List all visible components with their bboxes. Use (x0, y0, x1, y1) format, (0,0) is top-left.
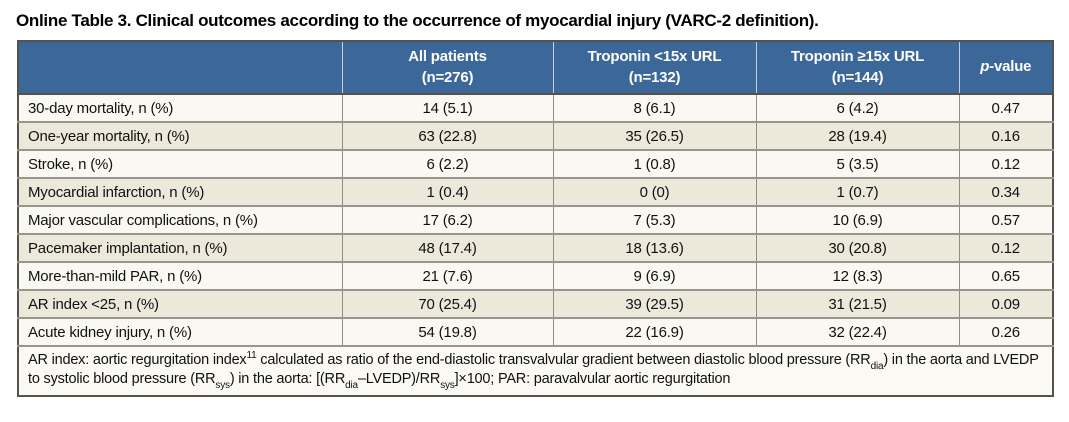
troponin-lt-cell: 22 (16.9) (552, 317, 756, 346)
all-patients-cell: 54 (19.8) (341, 317, 553, 346)
troponin-lt-cell: 9 (6.9) (552, 261, 756, 290)
all-patients-cell: 6 (2.2) (341, 149, 553, 178)
row-label-cell: 30-day mortality, n (%) (28, 99, 174, 117)
table-row: Major vascular complications, n (%) 17 (… (18, 205, 1053, 234)
pvalue-cell: 0.57 (958, 205, 1053, 234)
troponin-ge-cell: 12 (8.3) (755, 261, 959, 290)
all-patients-cell: 70 (25.4) (341, 289, 553, 318)
subscript-dia: dia (870, 361, 884, 372)
subscript-sys: sys (440, 380, 455, 392)
table-row: 30-day mortality, n (%) 14 (5.1) 8 (6.1)… (18, 94, 1053, 122)
footnote-row: AR index: aortic regurgitation index11 c… (18, 344, 1053, 397)
table-footer: AR index: aortic regurgitation index11 c… (18, 344, 1053, 397)
header-cell-pvalue: p-value (958, 41, 1053, 95)
table-row: Acute kidney injury, n (%) 54 (19.8) 22 … (18, 317, 1053, 346)
table-row: Myocardial infarction, n (%) 1 (0.4) 0 (… (18, 177, 1053, 206)
header-cell-all-patients: All patients (n=276) (341, 41, 553, 95)
all-patients-cell: 17 (6.2) (341, 205, 553, 234)
table-row: One-year mortality, n (%) 63 (22.8) 35 (… (18, 121, 1053, 150)
troponin-lt-cell: 35 (26.5) (552, 121, 756, 150)
pvalue-cell: 0.12 (958, 233, 1053, 262)
troponin-ge-cell: 6 (4.2) (755, 94, 959, 122)
pvalue-cell: 0.16 (958, 121, 1053, 150)
table-body: 30-day mortality, n (%) 14 (5.1) 8 (6.1)… (18, 94, 1053, 346)
table-row: AR index <25, n (%) 70 (25.4) 39 (29.5) … (18, 289, 1053, 318)
table-row: Stroke, n (%) 6 (2.2) 1 (0.8) 5 (3.5) 0.… (18, 149, 1053, 178)
pvalue-rest: -value (989, 58, 1032, 76)
footnote: AR index: aortic regurgitation index11 c… (18, 344, 1053, 397)
troponin-lt-cell: 0 (0) (552, 177, 756, 206)
table-row: More-than-mild PAR, n (%) 21 (7.6) 9 (6.… (18, 261, 1053, 290)
all-patients-cell: 63 (22.8) (341, 121, 553, 150)
footnote-text: AR index: aortic regurgitation index11 c… (28, 350, 1039, 392)
row-label-cell: Major vascular complications, n (%) (18, 205, 342, 234)
row-label-cell: Pacemaker implantation, n (%) (18, 233, 342, 262)
pvalue-italic-p: p (980, 58, 990, 76)
pvalue-cell: 0.12 (958, 149, 1053, 178)
troponin-ge-cell: 28 (19.4) (755, 121, 959, 150)
troponin-lt-cell: 7 (5.3) (552, 205, 756, 234)
subscript-dia: dia (345, 380, 358, 392)
all-patients-cell: 48 (17.4) (341, 233, 553, 262)
table-header: All patients (n=276) Troponin <15x URL (… (18, 41, 1053, 95)
pvalue-cell: 0.65 (958, 261, 1053, 290)
troponin-ge-cell: 10 (6.9) (755, 205, 959, 234)
row-label-cell: One-year mortality, n (%) (18, 121, 342, 150)
table-row: Pacemaker implantation, n (%) 48 (17.4) … (18, 233, 1053, 262)
header-cell-troponin-lt: Troponin <15x URL (n=132) (552, 41, 756, 95)
troponin-lt-cell: 18 (13.6) (552, 233, 756, 262)
pvalue-cell: 0.47 (958, 94, 1053, 122)
outcomes-table: All patients (n=276) Troponin <15x URL (… (17, 40, 1054, 398)
troponin-ge-cell: 32 (22.4) (755, 317, 959, 346)
pvalue-cell: 0.34 (958, 177, 1053, 206)
header-cell-troponin-ge: Troponin ≥15x URL (n=144) (755, 41, 959, 95)
row-label-cell: More-than-mild PAR, n (%) (18, 261, 342, 290)
troponin-lt-cell: 1 (0.8) (552, 149, 756, 178)
troponin-lt-cell: 39 (29.5) (552, 289, 756, 318)
row-label-cell: AR index <25, n (%) (18, 289, 342, 318)
header-cell-empty (18, 41, 342, 95)
row-label-cell: Acute kidney injury, n (%) (18, 317, 342, 346)
table-title: Online Table 3. Clinical outcomes accord… (16, 11, 819, 30)
all-patients-cell: 14 (5.1) (341, 94, 553, 122)
reference-superscript: 11 (246, 350, 257, 362)
troponin-ge-cell: 30 (20.8) (755, 233, 959, 262)
troponin-lt-cell: 8 (6.1) (552, 94, 756, 122)
troponin-ge-cell: 1 (0.7) (755, 177, 959, 206)
row-label-cell: Stroke, n (%) (18, 149, 342, 178)
row-label-cell: Myocardial infarction, n (%) (18, 177, 342, 206)
pvalue-cell: 0.09 (958, 289, 1053, 318)
all-patients-cell: 1 (0.4) (341, 177, 553, 206)
pvalue-cell: 0.26 (958, 317, 1053, 346)
all-patients-cell: 21 (7.6) (341, 261, 553, 290)
subscript-sys: sys (215, 380, 230, 392)
header-row: All patients (n=276) Troponin <15x URL (… (18, 41, 1053, 95)
troponin-ge-cell: 5 (3.5) (755, 149, 959, 178)
troponin-ge-cell: 31 (21.5) (755, 289, 959, 318)
